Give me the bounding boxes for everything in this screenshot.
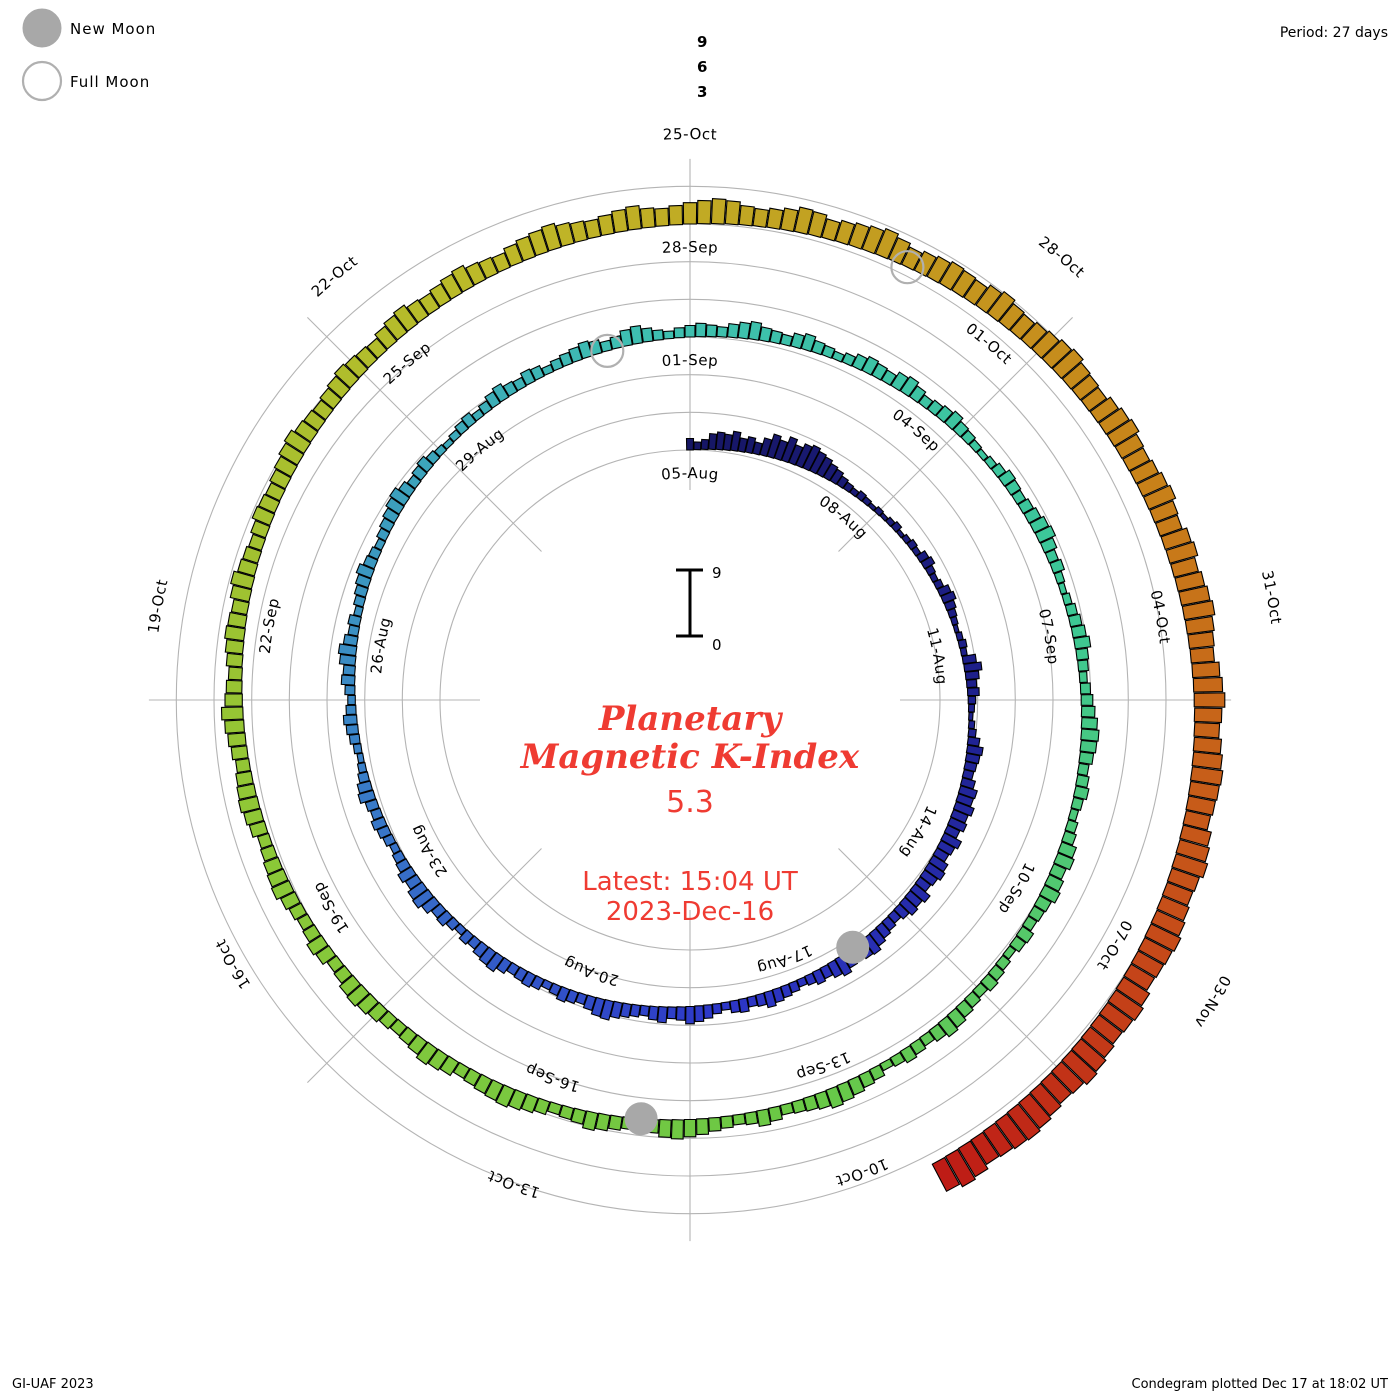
date-label: 16-Sep <box>523 1060 582 1096</box>
date-label: 13-Sep <box>794 1048 853 1084</box>
date-label: 19-Oct <box>144 577 171 634</box>
date-label: 13-Oct <box>485 1166 542 1201</box>
full-moon-marker <box>890 250 925 285</box>
date-label: 22-Oct <box>308 252 361 301</box>
date-label: 17-Aug <box>755 941 815 977</box>
date-label: 07-Sep <box>1035 607 1063 666</box>
date-label: 20-Aug <box>561 953 621 989</box>
date-label: 28-Sep <box>661 238 718 257</box>
date-label: 22-Sep <box>256 596 283 655</box>
full-moon-marker <box>590 333 625 368</box>
date-label: 16-Oct <box>211 936 254 992</box>
date-label: 26-Aug <box>367 615 395 674</box>
date-label: 03-Nov <box>1190 973 1234 1032</box>
date-label: 10-Oct <box>834 1155 891 1190</box>
date-label: 05-Aug <box>660 464 719 484</box>
new-moon-marker <box>624 1102 658 1136</box>
moon-markers <box>590 250 925 1136</box>
date-label: 31-Oct <box>1258 569 1285 626</box>
center-mask <box>480 490 900 910</box>
date-label: 01-Sep <box>661 351 719 370</box>
date-label: 11-Aug <box>923 626 951 686</box>
new-moon-marker <box>836 930 870 964</box>
date-label: 04-Oct <box>1147 588 1174 645</box>
date-label: 25-Oct <box>663 125 718 144</box>
kp-bars <box>220 198 1226 1193</box>
date-label: 28-Oct <box>1035 233 1088 282</box>
